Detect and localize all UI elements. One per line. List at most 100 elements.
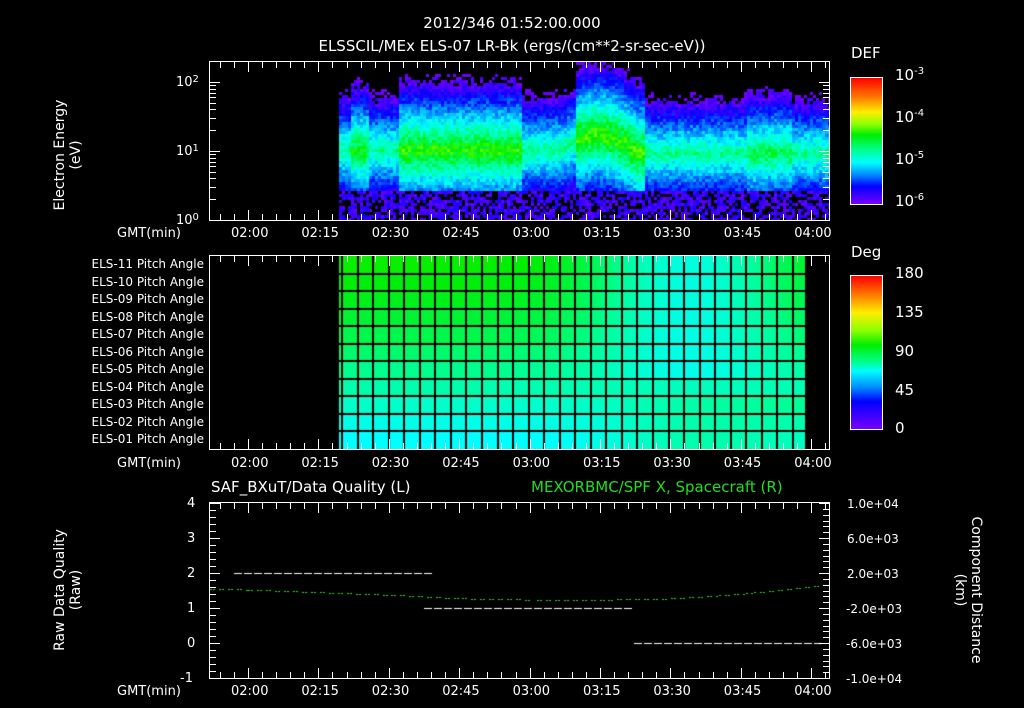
xtick — [727, 62, 728, 68]
def-tick-1e-4: 10-4 — [895, 108, 925, 126]
xtick — [811, 439, 812, 449]
xtick — [656, 62, 657, 68]
xtick — [234, 672, 235, 678]
xtick-label: 03:15 — [583, 456, 621, 471]
xtick — [586, 443, 587, 449]
ytick — [823, 85, 829, 86]
energy-ytick-10: 101 — [176, 143, 199, 159]
ytick-right — [823, 596, 829, 597]
ytick-right — [823, 591, 829, 592]
xtick — [375, 214, 376, 220]
ytick-right — [819, 573, 829, 574]
xtick — [769, 62, 770, 68]
xtick — [670, 668, 671, 678]
xtick — [572, 214, 573, 220]
xtick — [304, 672, 305, 678]
xtick-label: 04:00 — [794, 226, 832, 241]
xtick — [318, 503, 319, 513]
xtick — [600, 256, 601, 266]
ytick — [210, 162, 216, 163]
xtick — [318, 668, 319, 678]
def-tick-1e-5: 10-5 — [895, 150, 925, 168]
xtick — [755, 62, 756, 68]
xtick — [290, 214, 291, 220]
ytick-right — [823, 666, 829, 667]
xtick — [276, 443, 277, 449]
xtick — [530, 439, 531, 449]
xtick — [741, 256, 742, 266]
xtick — [220, 672, 221, 678]
def-tick-1e-3: 10-3 — [895, 66, 925, 84]
xtick-label: 02:15 — [301, 226, 339, 241]
plot-subtitle: ELSSCIL/MEx ELS-07 LR-Bk (ergs/(cm**2-sr… — [318, 37, 706, 55]
xtick — [586, 672, 587, 678]
ytick-right — [823, 544, 829, 545]
ytick-right — [823, 521, 829, 522]
ytick — [210, 130, 216, 131]
deg-colorbar-title: Deg — [851, 243, 882, 261]
ytick — [210, 109, 216, 110]
xtick — [741, 668, 742, 678]
xtick — [332, 503, 333, 509]
right-ytick-label: 2.0e+03 — [847, 567, 899, 581]
xtick — [670, 503, 671, 513]
xtick — [318, 256, 319, 266]
quality-line-plot — [210, 503, 829, 679]
xtick — [417, 256, 418, 262]
xtick — [361, 256, 362, 262]
distance-ylabel-line1: Component Distance — [968, 516, 984, 664]
ytick — [823, 103, 829, 104]
ytick — [823, 172, 829, 173]
ytick — [210, 573, 220, 574]
xtick — [501, 672, 502, 678]
distance-ylabel: Component Distance (km) — [948, 490, 984, 690]
xtick — [530, 62, 531, 72]
xtick — [501, 256, 502, 262]
xtick-label: 02:00 — [231, 226, 269, 241]
xtick — [304, 443, 305, 449]
xtick — [642, 672, 643, 678]
xtick — [234, 62, 235, 68]
ytick — [210, 531, 216, 532]
xtick — [628, 443, 629, 449]
left-ytick-label: 0 — [187, 636, 196, 651]
xtick — [389, 62, 390, 72]
xtick — [332, 672, 333, 678]
xtick — [234, 214, 235, 220]
ytick — [210, 629, 216, 630]
xtick — [825, 62, 826, 68]
xtick — [431, 443, 432, 449]
xtick — [332, 443, 333, 449]
ytick — [823, 118, 829, 119]
ytick — [210, 154, 216, 155]
xtick — [642, 256, 643, 262]
xtick — [445, 503, 446, 509]
xtick — [248, 210, 249, 220]
xtick — [699, 256, 700, 262]
pitch-row-label: ELS-10 Pitch Angle — [91, 274, 204, 289]
xtick — [276, 256, 277, 262]
xtick — [600, 62, 601, 72]
xtick — [713, 503, 714, 509]
ytick — [823, 97, 829, 98]
def-tick-1e-6: 10-6 — [895, 192, 925, 210]
energy-spectrogram — [210, 62, 829, 220]
xtick — [445, 214, 446, 220]
xtick — [811, 256, 812, 266]
xtick — [501, 503, 502, 509]
ytick-right — [823, 532, 829, 533]
xtick — [699, 443, 700, 449]
ytick — [210, 559, 216, 560]
xtick — [487, 443, 488, 449]
xtick — [558, 503, 559, 509]
xtick — [234, 443, 235, 449]
xtick — [332, 62, 333, 68]
xtick — [248, 62, 249, 72]
xtick — [614, 503, 615, 509]
xtick — [769, 256, 770, 262]
xtick — [290, 503, 291, 509]
xtick — [825, 672, 826, 678]
ytick — [210, 158, 216, 159]
xtick-label: 03:30 — [653, 684, 691, 699]
xtick — [403, 443, 404, 449]
